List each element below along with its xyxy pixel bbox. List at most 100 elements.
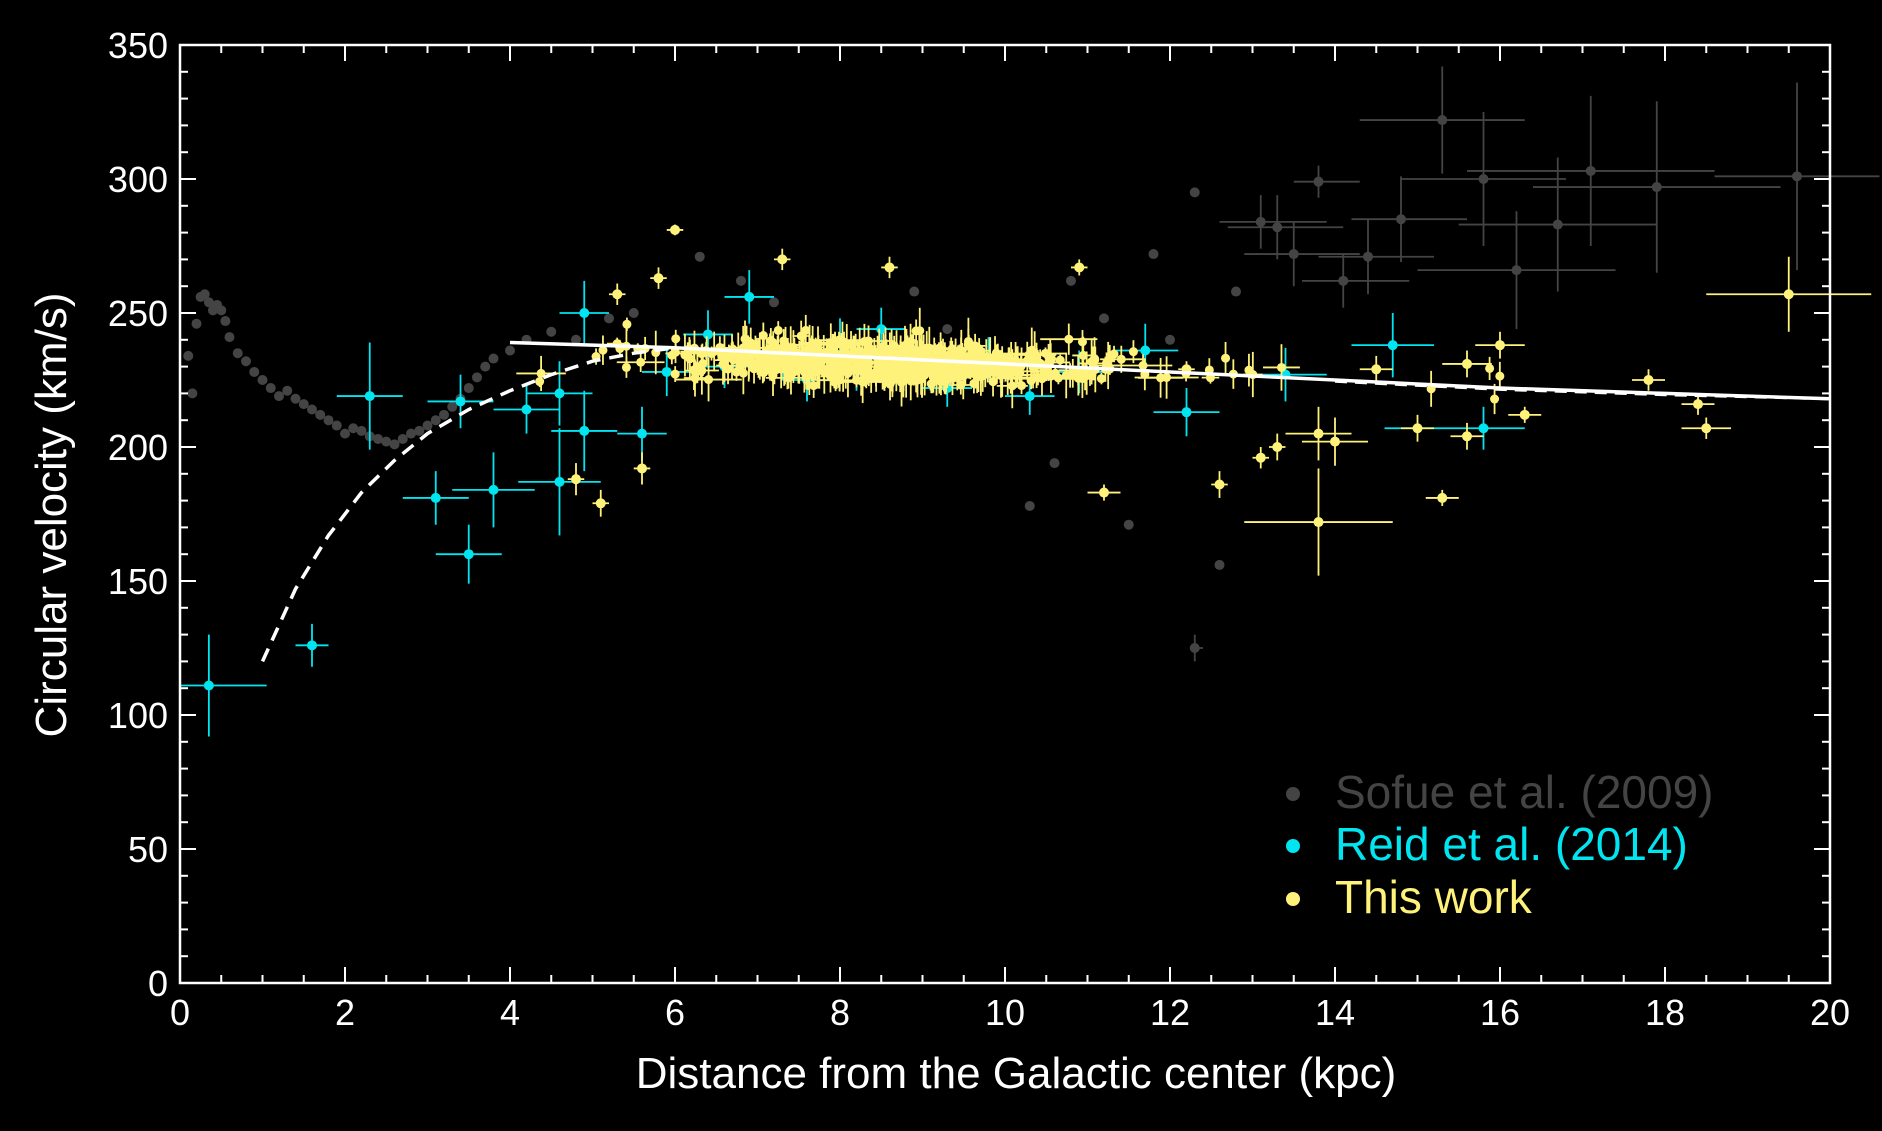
reid-point — [703, 329, 713, 340]
this-work-point — [1040, 348, 1050, 358]
this-work-point — [1313, 517, 1324, 528]
x-tick-label: 0 — [170, 992, 190, 1033]
sofue-point — [1049, 458, 1060, 469]
this-work-point — [1064, 334, 1074, 344]
this-work-point — [782, 356, 792, 366]
this-work-point — [1495, 371, 1505, 381]
sofue-point — [1123, 519, 1134, 530]
this-work-point — [1485, 363, 1495, 373]
sofue-point — [1552, 219, 1563, 230]
this-work-point — [996, 369, 1006, 379]
x-tick-label: 8 — [830, 992, 850, 1033]
this-work-point — [891, 367, 901, 377]
sofue-point — [183, 350, 194, 361]
this-work-point — [954, 369, 964, 379]
sofue-point — [187, 388, 198, 399]
sofue-point — [546, 326, 557, 337]
this-work-point — [1055, 355, 1065, 365]
this-work-point — [1371, 364, 1382, 375]
sofue-point — [472, 372, 482, 383]
this-work-point — [934, 365, 944, 375]
this-work-point — [571, 474, 581, 485]
this-work-point — [1128, 347, 1138, 357]
sofue-point — [1255, 216, 1266, 227]
sofue-point — [1338, 275, 1349, 286]
x-tick-label: 14 — [1315, 992, 1355, 1033]
this-work-point — [1462, 431, 1472, 442]
this-work-point — [803, 345, 813, 355]
reid-point — [455, 396, 466, 407]
this-work-point — [1426, 384, 1436, 394]
this-work-point — [1693, 399, 1703, 410]
this-work-point — [704, 375, 714, 385]
this-work-point — [1156, 373, 1166, 383]
this-work-point — [756, 355, 766, 365]
reid-point — [203, 680, 214, 691]
this-work-point — [636, 357, 646, 367]
x-tick-label: 6 — [665, 992, 685, 1033]
sofue-point — [191, 318, 202, 329]
this-work-point — [805, 363, 815, 373]
this-work-point — [1030, 349, 1040, 359]
this-work-point — [1096, 374, 1106, 384]
this-work-point — [1462, 358, 1472, 369]
sofue-point — [1288, 249, 1299, 260]
this-work-point — [621, 362, 631, 372]
sofue-point — [1396, 214, 1406, 225]
this-work-point — [1276, 362, 1286, 372]
sofue-point — [199, 289, 210, 300]
sofue-point — [323, 415, 334, 426]
this-work-point — [969, 379, 979, 389]
reid-point — [463, 549, 474, 560]
this-work-point — [1075, 370, 1085, 380]
sofue-point — [290, 393, 301, 404]
this-work-point — [814, 354, 824, 364]
this-work-point — [976, 368, 986, 378]
this-work-point — [719, 353, 729, 363]
sofue-point — [505, 345, 515, 356]
this-work-point — [967, 344, 977, 354]
this-work-point — [843, 368, 853, 378]
sofue-point — [1148, 249, 1159, 260]
sofue-point — [298, 399, 309, 410]
this-work-point — [653, 273, 664, 284]
sofue-point — [447, 401, 458, 412]
this-work-point — [777, 254, 788, 265]
this-work-point — [1078, 350, 1088, 360]
y-tick-label: 350 — [108, 25, 168, 66]
sofue-point — [1478, 174, 1489, 184]
sofue-point — [414, 425, 425, 436]
sofue-point — [1099, 313, 1109, 324]
reid-point — [1478, 423, 1489, 434]
this-work-point — [912, 351, 922, 361]
this-work-point — [767, 353, 777, 363]
sofue-point — [1363, 251, 1373, 262]
reid-point — [1140, 345, 1151, 356]
this-work-point — [595, 498, 606, 509]
sofue-point — [307, 404, 317, 415]
reid-point — [430, 492, 441, 503]
this-work-point — [1783, 289, 1794, 300]
sofue-point — [571, 334, 581, 345]
x-tick-label: 16 — [1480, 992, 1520, 1033]
x-axis-title: Distance from the Galactic center (kpc) — [636, 1049, 1396, 1098]
sofue-point — [1189, 643, 1200, 653]
this-work-point — [667, 350, 677, 360]
this-work-point — [773, 325, 783, 335]
sofue-point — [1437, 115, 1448, 126]
sofue-point — [203, 297, 214, 308]
sofue-point — [1165, 334, 1175, 345]
sofue-point — [331, 420, 342, 431]
x-tick-label: 2 — [335, 992, 355, 1033]
this-work-point — [535, 377, 545, 387]
y-tick-label: 200 — [108, 427, 168, 468]
this-work-point — [1643, 375, 1654, 385]
this-work-point — [887, 343, 897, 353]
sofue-point — [628, 308, 639, 318]
this-work-point — [988, 377, 998, 387]
this-work-point — [879, 361, 889, 371]
this-work-point — [1701, 423, 1712, 434]
x-tick-label: 10 — [985, 992, 1025, 1033]
